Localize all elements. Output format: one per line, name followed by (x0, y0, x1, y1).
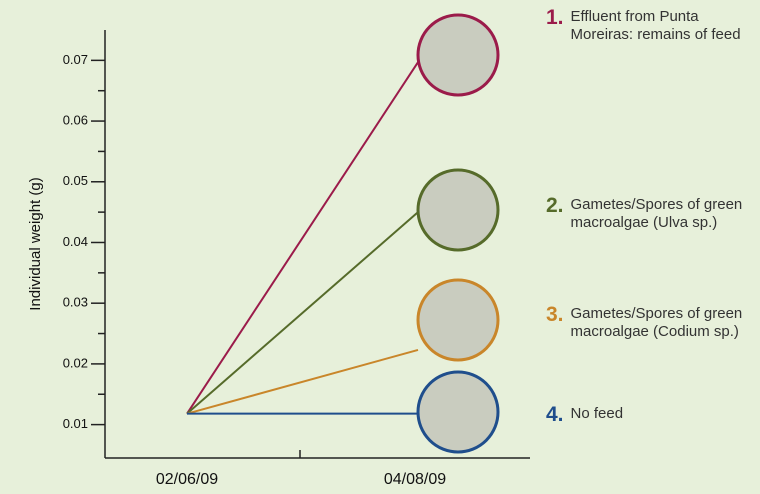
y-tick-label: 0.05 (63, 173, 88, 188)
series-line (186, 211, 419, 415)
legend-text: Gametes/Spores of green macroalgae (Ulva… (570, 196, 743, 231)
legend-number: 1. (546, 6, 564, 29)
legend-text: Gametes/Spores of green macroalgae (Codi… (570, 305, 743, 340)
y-tick-label: 0.06 (63, 113, 88, 128)
sample-photo (416, 278, 500, 362)
legend-number: 3. (546, 303, 564, 326)
legend-item: 3. Gametes/Spores of green macroalgae (Co… (546, 303, 751, 341)
y-tick-label: 0.03 (63, 295, 88, 310)
series-line (186, 348, 419, 415)
y-tick-label: 0.07 (63, 52, 88, 67)
x-tick-label: 04/08/09 (384, 471, 446, 488)
legend-item: 2. Gametes/Spores of green macroalgae (Ul… (546, 194, 751, 232)
legend-number: 2. (546, 194, 564, 217)
legend-number: 4. (546, 403, 564, 426)
sample-photo (416, 370, 500, 454)
y-tick-label: 0.04 (63, 234, 88, 249)
x-tick-label: 02/06/09 (156, 471, 218, 488)
legend-item: 4. No feed (546, 403, 751, 426)
series-line (186, 61, 419, 415)
y-axis-label: Individual weight (g) (27, 177, 44, 310)
y-tick-label: 0.01 (63, 416, 88, 431)
sample-photo (416, 13, 500, 97)
legend-text: No feed (570, 405, 624, 422)
y-tick-label: 0.02 (63, 355, 88, 370)
sample-photo (416, 168, 500, 252)
legend-text: Effluent from Punta Moreiras: remains of… (570, 8, 741, 43)
legend-item: 1. Effluent from Punta Moreiras: remains … (546, 6, 751, 44)
